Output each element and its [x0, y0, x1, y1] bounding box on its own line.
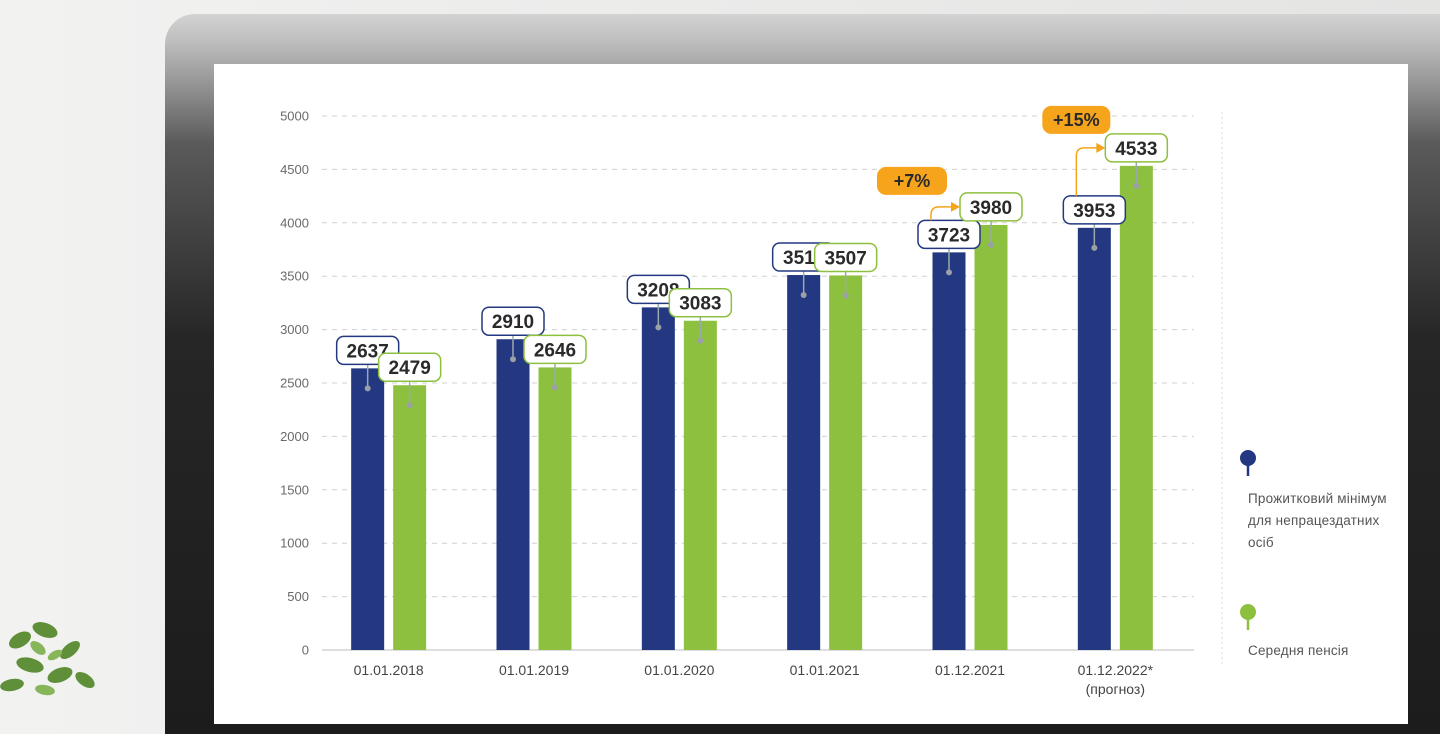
x-tick-label: 01.12.2021 [935, 662, 1005, 678]
data-label-pin-dot [364, 385, 371, 392]
data-label: 3723 [928, 225, 970, 246]
y-tick-label: 2500 [280, 376, 309, 391]
data-label-pin-dot [552, 384, 558, 391]
data-label-pin-dot [406, 402, 413, 409]
legend-pin-icon [1240, 604, 1256, 620]
data-label: 3953 [1073, 201, 1115, 222]
x-tick-label: 01.12.2022* [1078, 662, 1154, 678]
data-label-pin-dot [842, 292, 849, 299]
data-label-pin-dot [697, 337, 704, 344]
data-label: 2646 [534, 340, 576, 361]
growth-arrow [930, 206, 957, 221]
data-label-pin-dot [510, 356, 516, 363]
bar-subsistence [932, 252, 966, 650]
legend-label-series2: Середня пенсія [1248, 643, 1349, 658]
data-label-box [1062, 195, 1127, 225]
y-tick-label: 3500 [280, 269, 309, 284]
y-tick-label: 500 [287, 589, 309, 604]
monitor-screen: 0 500 1000 1500 2000 2500 3000 3500 4000 4500 5000… [214, 64, 1408, 724]
y-tick-label: 4000 [280, 215, 309, 230]
plant-decoration [0, 622, 95, 696]
legend-pin-icon [1240, 450, 1256, 466]
growth-arrowhead [951, 201, 960, 212]
growth-badge-label: +15% [1053, 110, 1100, 130]
data-label: 2479 [389, 358, 431, 379]
data-label-box [668, 287, 733, 318]
data-label-box [813, 242, 878, 273]
x-tick-note: (прогноз) [1086, 681, 1145, 697]
data-label-box [917, 219, 981, 250]
bar-pension [974, 224, 1008, 650]
x-tick-label: 01.01.2020 [644, 662, 714, 678]
growth-badge [1042, 105, 1111, 134]
bar-pension [829, 275, 863, 650]
data-label-pin-dot [655, 324, 662, 331]
chart: 0 500 1000 1500 2000 2500 3000 3500 4000 4500 5000… [280, 105, 1256, 697]
bar-subsistence [351, 368, 385, 650]
data-label-pin-dot [1133, 182, 1140, 189]
y-tick-label: 3000 [280, 322, 309, 337]
y-tick-label: 1500 [280, 482, 309, 497]
bar-pension [683, 320, 717, 650]
data-label: 3507 [825, 248, 867, 269]
bar-subsistence [1077, 227, 1111, 651]
y-tick-label: 2000 [280, 429, 309, 444]
y-tick-label: 1000 [280, 536, 309, 551]
growth-arrow [1075, 147, 1103, 196]
x-tick-label: 01.01.2021 [790, 662, 860, 678]
x-tick-label: 01.01.2018 [354, 662, 424, 678]
legend-label-series1: Прожитковий мінімум для непрацездатних о… [1248, 491, 1387, 550]
growth-badge-label: +7% [894, 171, 931, 191]
growth-badge [877, 166, 947, 195]
data-label: 2910 [492, 312, 534, 333]
bar-pension [538, 367, 572, 650]
data-label: 3980 [970, 198, 1012, 219]
bar-subsistence [496, 339, 530, 650]
y-tick-label: 4500 [280, 162, 309, 177]
data-label: 3083 [679, 294, 721, 315]
data-label-box [523, 334, 587, 365]
data-label: 2637 [347, 341, 389, 362]
y-tick-label: 0 [302, 643, 309, 658]
data-label: 4533 [1115, 139, 1157, 160]
x-tick-label: 01.01.2019 [499, 662, 569, 678]
bar-subsistence [787, 275, 821, 650]
data-label-pin-dot [946, 269, 952, 276]
bar-pension [1119, 165, 1153, 650]
data-label-box [481, 306, 545, 336]
bar-pension [393, 385, 427, 650]
y-tick-label: 5000 [280, 109, 309, 124]
bar-subsistence [641, 307, 675, 650]
data-label-pin-dot [988, 241, 994, 248]
data-label-box [377, 352, 442, 382]
growth-arrowhead [1096, 142, 1106, 153]
data-label-pin-dot [1091, 244, 1098, 251]
data-label-pin-dot [800, 292, 807, 299]
